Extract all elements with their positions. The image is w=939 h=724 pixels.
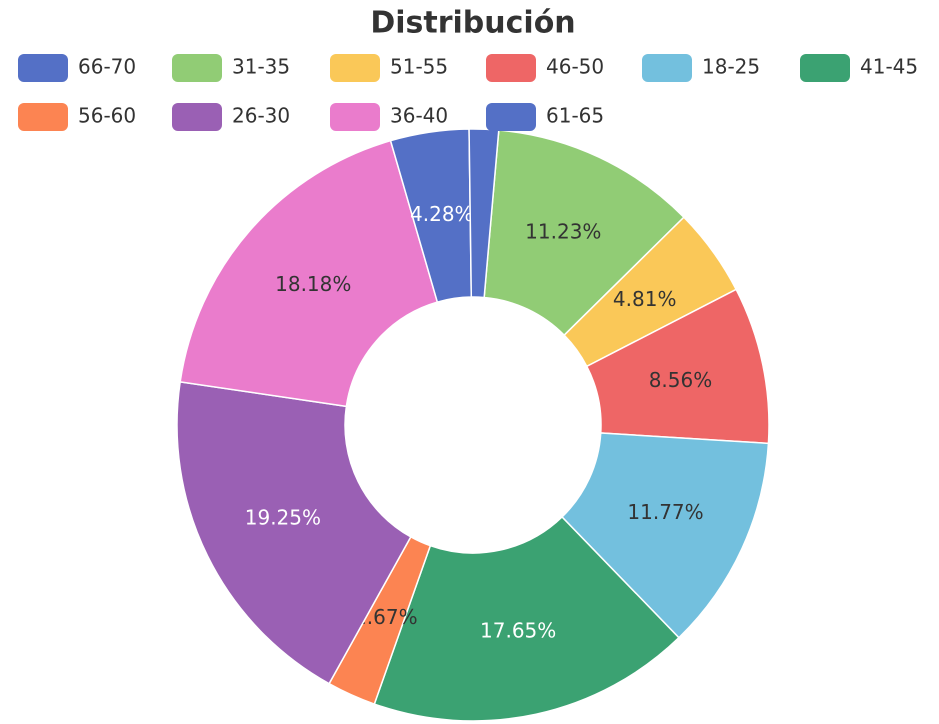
legend-label: 46-50 (546, 55, 604, 79)
legend-swatch (18, 103, 68, 131)
pie-slice (483, 129, 685, 337)
legend-swatch (330, 103, 380, 131)
slice-label: 4.28% (410, 202, 474, 226)
slice-label: 11.77% (627, 500, 703, 524)
legend-swatch (486, 54, 536, 82)
chart-title: Distribución (370, 6, 575, 41)
pie-slice (373, 515, 680, 722)
legend-swatch (172, 54, 222, 82)
slice-label: 19.25% (245, 505, 321, 529)
legend-swatch (172, 103, 222, 131)
slice-label: 18.18% (275, 272, 351, 296)
legend-swatch (18, 54, 68, 82)
slice-label: 4.81% (613, 287, 677, 311)
legend-swatch (486, 103, 536, 131)
legend-label: 51-55 (390, 55, 448, 79)
legend-swatch (330, 54, 380, 82)
slice-label: 17.65% (480, 619, 556, 643)
legend-label: 18-25 (702, 55, 760, 79)
legend-label: 31-35 (232, 55, 290, 79)
pie-slice (176, 380, 412, 685)
legend-label: 61-65 (546, 104, 604, 128)
slice-label: 11.23% (525, 220, 601, 244)
legend-label: 36-40 (390, 104, 448, 128)
pie-slice (179, 139, 439, 408)
legend-label: 66-70 (78, 55, 136, 79)
legend-label: 56-60 (78, 104, 136, 128)
legend-label: 26-30 (232, 104, 290, 128)
slice-label: 8.56% (649, 368, 713, 392)
pie-slice (468, 128, 500, 299)
pie-slice (560, 432, 770, 639)
legend-swatch (642, 54, 692, 82)
legend-swatch (800, 54, 850, 82)
legend-label: 41-45 (860, 55, 918, 79)
